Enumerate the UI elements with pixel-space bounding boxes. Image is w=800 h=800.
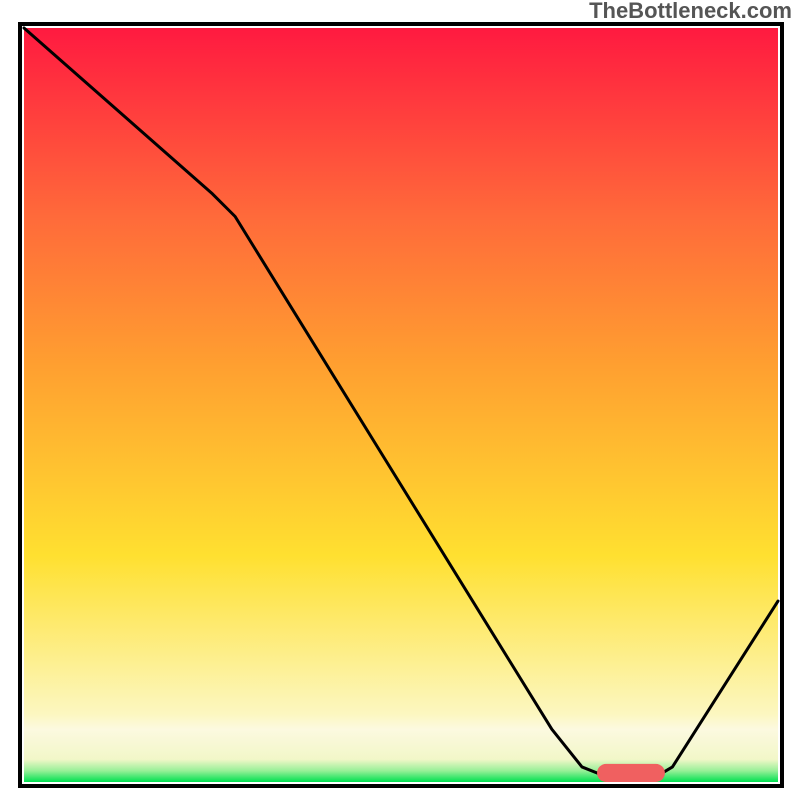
chart-gradient-background <box>24 28 778 782</box>
bottleneck-chart <box>0 0 800 800</box>
optimal-range-marker <box>597 764 665 782</box>
